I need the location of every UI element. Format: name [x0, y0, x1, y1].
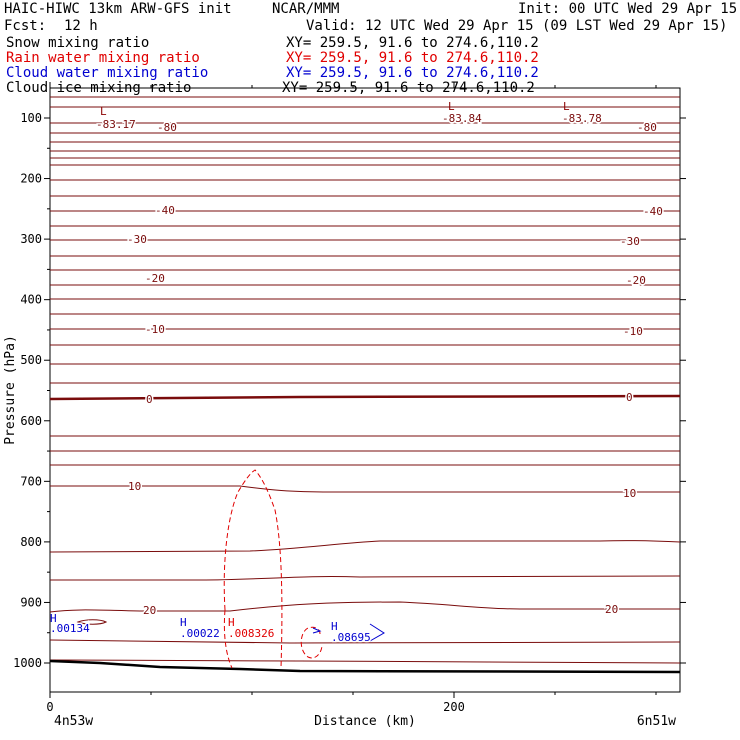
contour-value-label: 10	[623, 487, 636, 500]
field-cloudwater-xy: XY= 259.5, 91.6 to 274.6,110.2	[286, 65, 539, 81]
forecast-hours: 12 h	[64, 18, 98, 34]
org-label: NCAR/MMM	[272, 1, 340, 17]
field-rain-xy: XY= 259.5, 91.6 to 274.6,110.2	[286, 50, 539, 66]
cloud-water-contour	[369, 623, 385, 642]
low-marker: L	[563, 100, 570, 113]
max-value-label: .008326	[228, 627, 274, 640]
temperature-contour	[49, 659, 681, 664]
contour-value-label: 0	[146, 393, 153, 406]
contour-value-label: -10	[623, 325, 643, 338]
high-marker: H	[331, 620, 338, 633]
temperature-contour	[50, 575, 681, 581]
contour-value-label: 20	[605, 603, 618, 616]
max-value-label: .00022	[180, 627, 220, 640]
high-marker: H	[50, 612, 57, 625]
y-tick-label: 100	[20, 111, 42, 125]
right-location-label: 6n51w	[637, 714, 676, 729]
temperature-contour-loop	[76, 619, 108, 625]
y-axis-label: Pressure (hPa)	[3, 335, 18, 445]
y-tick-label: 500	[20, 353, 42, 367]
temperature-contour-20	[49, 601, 680, 613]
x-axis-label: Distance (km)	[314, 714, 416, 729]
contour-value-label: -30	[620, 235, 640, 248]
freezing-level-contour	[49, 394, 681, 401]
contour-value-label: -83.17	[96, 118, 136, 131]
init-time: Init: 00 UTC Wed 29 Apr 15	[518, 1, 738, 17]
y-tick-label: 600	[20, 414, 42, 428]
contour-value-label: -83.78	[562, 112, 602, 125]
temperature-contour-10	[50, 485, 680, 493]
left-location-label: 4n53w	[54, 714, 93, 729]
y-tick-label: 900	[20, 595, 42, 609]
field-snow-xy: XY= 259.5, 91.6 to 274.6,110.2	[286, 35, 539, 51]
forecast-label: Fcst:	[4, 18, 47, 34]
contour-value-label: 0	[626, 391, 633, 404]
low-marker: L	[100, 105, 107, 118]
contour-value-label: -80	[157, 121, 177, 134]
contour-value-label: -20	[626, 274, 646, 287]
temperature-contour	[49, 639, 681, 644]
temperature-contour	[49, 540, 681, 553]
y-tick-label: 200	[20, 172, 42, 186]
low-marker: L	[448, 100, 455, 113]
x-tick-label: 0	[46, 700, 53, 714]
high-marker: H	[228, 616, 235, 629]
contour-value-label: -20	[145, 272, 165, 285]
y-tick-label: 300	[20, 232, 42, 246]
y-tick-label: 800	[20, 535, 42, 549]
contour-value-label: -30	[127, 233, 147, 246]
x-tick-label: 200	[443, 700, 465, 714]
rain-water-contour	[223, 469, 283, 669]
y-tick-label: 400	[20, 293, 42, 307]
field-snow-name: Snow mixing ratio	[6, 35, 150, 51]
max-value-label: .08695	[331, 631, 371, 644]
valid-time: Valid: 12 UTC Wed 29 Apr 15 (09 LST Wed …	[306, 18, 728, 34]
model-title: HAIC-HIWC 13km ARW-GFS init	[4, 1, 232, 17]
field-rain-name: Rain water mixing ratio	[6, 50, 200, 66]
contour-value-label: 10	[128, 480, 141, 493]
cloud-water-contour-small	[312, 627, 322, 634]
contour-value-label: -40	[643, 205, 663, 218]
max-value-label: .00134	[50, 622, 90, 635]
contour-value-label: 20	[143, 604, 156, 617]
contour-value-label: -80	[637, 121, 657, 134]
y-tick-label: 1000	[13, 656, 42, 670]
terrain-line	[49, 659, 681, 674]
contour-value-label: -10	[145, 323, 165, 336]
rain-water-contour-small	[300, 626, 323, 659]
y-tick-label: 700	[20, 474, 42, 488]
plot-frame	[49, 87, 681, 693]
field-cloudwater-name: Cloud water mixing ratio	[6, 65, 209, 81]
contour-value-label: -83.84	[442, 112, 482, 125]
high-marker: H	[180, 616, 187, 629]
contour-value-label: -40	[155, 204, 175, 217]
